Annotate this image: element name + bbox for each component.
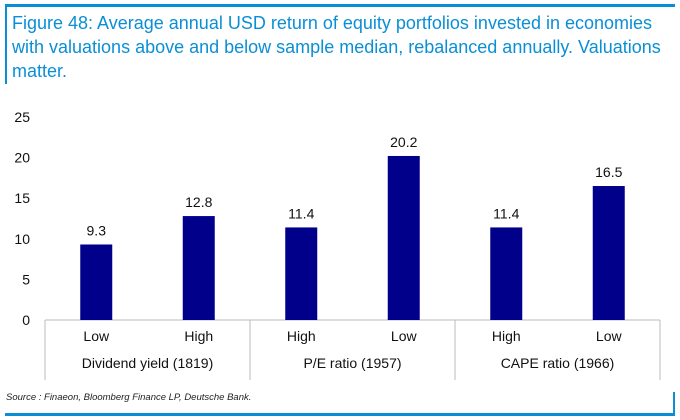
group-label: P/E ratio (1957)	[303, 355, 401, 371]
frame-top-border	[5, 4, 675, 7]
frame-right-border	[673, 392, 675, 416]
x-tick-label: Low	[83, 328, 110, 344]
bar	[490, 227, 523, 320]
x-tick-label: Low	[391, 328, 418, 344]
y-tick-label: 15	[14, 190, 30, 206]
y-tick-label: 20	[14, 150, 30, 166]
y-tick-label: 25	[14, 109, 30, 125]
data-label: 11.4	[288, 205, 314, 221]
data-label: 16.5	[595, 164, 622, 180]
group-label: Dividend yield (1819)	[82, 355, 214, 371]
frame-left-border	[5, 4, 7, 84]
data-label: 11.4	[493, 205, 519, 221]
bar	[182, 216, 215, 320]
y-tick-label: 10	[14, 231, 30, 247]
y-tick-label: 0	[22, 312, 30, 328]
x-tick-label: High	[184, 328, 213, 344]
chart-title: Figure 48: Average annual USD return of …	[12, 13, 661, 81]
source-note: Source : Finaeon, Bloomberg Finance LP, …	[6, 392, 252, 403]
data-label: 9.3	[87, 222, 107, 238]
data-label: 20.2	[390, 134, 417, 150]
x-tick-label: High	[492, 328, 521, 344]
data-label: 12.8	[185, 194, 212, 210]
group-label: CAPE ratio (1966)	[501, 355, 615, 371]
x-tick-label: Low	[596, 328, 623, 344]
y-tick-label: 5	[22, 271, 30, 287]
bar	[387, 155, 420, 320]
x-tick-label: High	[287, 328, 316, 344]
bar	[80, 244, 113, 320]
bar	[592, 186, 625, 320]
frame-bottom-border	[5, 413, 675, 416]
bar	[285, 227, 318, 320]
